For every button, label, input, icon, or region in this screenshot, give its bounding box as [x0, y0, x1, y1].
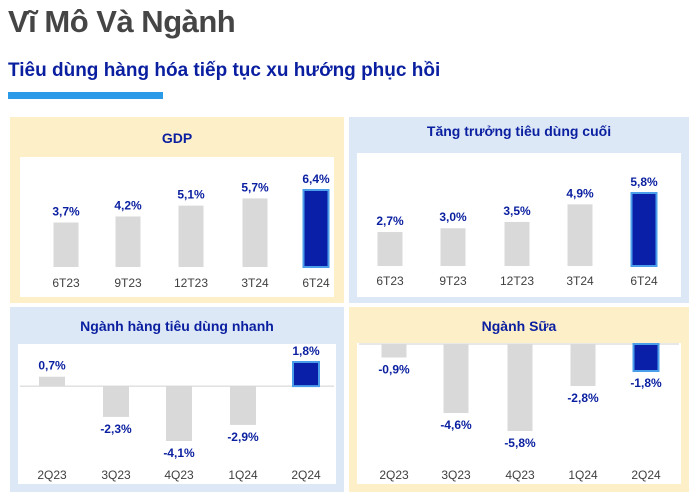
dairy-data-label-1q24: -2,8%: [567, 391, 599, 405]
gdp-category-label-12t23: 12T23: [174, 276, 208, 290]
gdp-bar-12t23: [178, 205, 204, 267]
dairy-category-label-3q23: 3Q23: [441, 468, 471, 482]
dairy-bar-1q24: [570, 344, 596, 386]
final-consumption-data-label-6t24: 5,8%: [630, 175, 658, 189]
final-consumption-category-label-9t23: 9T23: [439, 274, 467, 288]
final-consumption-data-label-9t23: 3,0%: [439, 210, 467, 224]
final-consumption-chart: 2,7% 6T23 3,0% 9T23 3,5% 12T23 4,9% 3T24 5,8% 6T2…: [376, 175, 658, 288]
gdp-bar-9t23: [115, 216, 141, 267]
dairy-bar-4q23: [507, 344, 533, 431]
final-consumption-data-label-6t23: 2,7%: [376, 214, 404, 228]
gdp-data-label-6t24: 6,4%: [302, 172, 330, 186]
dairy-bar-2q23: [381, 344, 407, 358]
fmcg-data-label-1q24: -2,9%: [227, 430, 259, 444]
fmcg-chart: 0,7% 2Q23 -2,3% 3Q23 -4,1% 4Q23 -2,9% 1Q24 1,8% 2…: [20, 344, 334, 482]
final-consumption-category-label-3t24: 3T24: [566, 274, 594, 288]
dairy-category-label-4q23: 4Q23: [505, 468, 535, 482]
gdp-chart: 3,7% 6T23 4,2% 9T23 5,1% 12T23 5,7% 3T24 6,4% 6T2…: [52, 172, 330, 290]
page-title: Vĩ Mô Và Ngành: [8, 4, 236, 39]
final-consumption-category-label-12t23: 12T23: [500, 274, 534, 288]
dairy-category-label-1q24: 1Q24: [568, 468, 598, 482]
dairy-chart-title: Ngành Sữa: [481, 318, 557, 334]
gdp-bar-6t24: [302, 189, 330, 268]
fmcg-category-label-1q24: 1Q24: [228, 468, 258, 482]
gdp-category-label-6t24: 6T24: [302, 276, 330, 290]
fmcg-data-label-2q23: 0,7%: [38, 359, 66, 373]
fmcg-bar-2q23: [39, 376, 65, 387]
dairy-data-label-3q23: -4,6%: [440, 418, 472, 432]
gdp-bar-6t23: [53, 222, 79, 267]
fmcg-data-label-2q24: 1,8%: [292, 344, 320, 358]
gdp-data-label-3t24: 5,7%: [241, 180, 269, 194]
final-consumption-chart-title: Tăng trưởng tiêu dùng cuối: [426, 123, 612, 139]
final-consumption-data-label-3t24: 4,9%: [566, 186, 594, 200]
dairy-category-label-2q23: 2Q23: [379, 468, 409, 482]
dairy-panel: Ngành Sữa -0,9% 2Q23 -4,6% 3Q23 -5,8% 4Q23 -2,…: [349, 307, 689, 492]
final-consumption-bar-9t23: [440, 228, 466, 266]
gdp-data-label-9t23: 4,2%: [114, 198, 142, 212]
gdp-panel: GDP 3,7% 6T23 4,2% 9T23 5,1% 12T23 5,7% 3T24 6,4…: [10, 117, 344, 303]
dairy-data-label-2q24: -1,8%: [630, 376, 662, 390]
final-consumption-category-label-6t23: 6T23: [376, 274, 404, 288]
gdp-chart-title: GDP: [161, 130, 193, 146]
final-consumption-panel: Tăng trưởng tiêu dùng cuối 2,7% 6T23 3,0% 9…: [349, 117, 689, 303]
dairy-bar-3q23: [443, 344, 469, 413]
fmcg-bar-3q23: [103, 386, 129, 417]
fmcg-category-label-2q24: 2Q24: [291, 468, 321, 482]
fmcg-data-label-3q23: -2,3%: [100, 422, 132, 436]
dairy-chart: -0,9% 2Q23 -4,6% 3Q23 -5,8% 4Q23 -2,8% 1Q24 -1,8…: [359, 343, 679, 482]
title-accent-bar: [8, 92, 163, 99]
page-subtitle: Tiêu dùng hàng hóa tiếp tục xu hướng phụ…: [8, 60, 441, 81]
fmcg-panel: Ngành hàng tiêu dùng nhanh 0,7% 2Q23 -2,3%…: [10, 307, 344, 492]
fmcg-bar-1q24: [230, 386, 256, 425]
fmcg-chart-title: Ngành hàng tiêu dùng nhanh: [80, 318, 274, 334]
final-consumption-bar-6t23: [377, 232, 403, 266]
gdp-category-label-6t23: 6T23: [52, 276, 80, 290]
gdp-data-label-12t23: 5,1%: [177, 188, 205, 202]
fmcg-category-label-2q23: 2Q23: [37, 468, 67, 482]
fmcg-category-label-3q23: 3Q23: [101, 468, 131, 482]
final-consumption-bar-12t23: [504, 221, 530, 266]
fmcg-category-label-4q23: 4Q23: [164, 468, 194, 482]
final-consumption-bar-3t24: [567, 204, 593, 266]
dairy-category-label-2q24: 2Q24: [631, 468, 661, 482]
dairy-data-label-4q23: -5,8%: [504, 436, 536, 450]
fmcg-bar-4q23: [166, 386, 192, 441]
final-consumption-data-label-12t23: 3,5%: [503, 204, 531, 218]
gdp-bar-3t24: [242, 198, 268, 267]
gdp-data-label-6t23: 3,7%: [52, 204, 80, 218]
gdp-category-label-3t24: 3T24: [241, 276, 269, 290]
dairy-bar-2q24: [632, 343, 660, 372]
gdp-category-label-9t23: 9T23: [114, 276, 142, 290]
fmcg-bar-2q24: [292, 361, 320, 388]
final-consumption-category-label-6t24: 6T24: [630, 274, 658, 288]
fmcg-data-label-4q23: -4,1%: [163, 446, 195, 460]
dairy-data-label-2q23: -0,9%: [378, 363, 410, 377]
final-consumption-bar-6t24: [630, 192, 658, 267]
